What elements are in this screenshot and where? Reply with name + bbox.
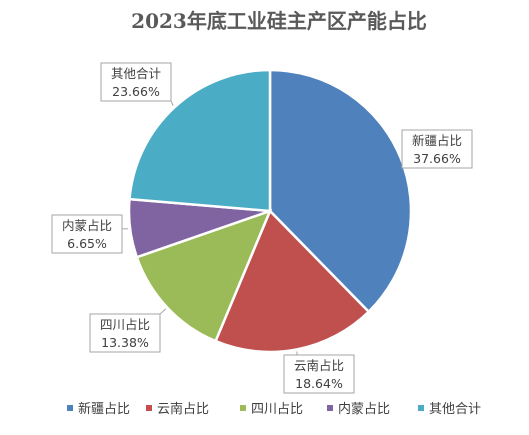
data-label-box-2 [89,313,161,353]
legend-label-4: 其他合计 [429,402,481,417]
data-label-name-1: 云南占比 [294,358,344,373]
data-label-value-1: 18.64% [295,376,343,391]
legend-label-2: 四川占比 [251,402,303,417]
pie-slices [127,68,413,354]
data-label-name-0: 新疆占比 [412,133,462,148]
data-label-box-3 [51,214,123,254]
data-label-value-3: 6.65% [67,236,107,251]
data-label-name-2: 四川占比 [100,317,150,332]
data-label-value-4: 23.66% [112,84,160,99]
pie-slice-2 [135,208,273,343]
data-label-value-2: 13.38% [101,335,149,350]
legend-swatch-1 [146,405,152,411]
data-label-name-3: 内蒙占比 [62,218,112,233]
data-label-value-0: 37.66% [413,151,461,166]
pie-slice-1 [213,208,371,354]
data-labels: 新疆占比 37.66% 云南占比 18.64% 四川占比 13.38% 内蒙占比 6.65% 其… [51,62,473,394]
leader-line-2 [159,308,167,315]
data-label-box-1 [283,354,355,394]
chart-title: 2023年底工业硅主产区产能占比 [131,9,427,33]
legend-label-0: 新疆占比 [78,401,130,417]
legend-label-1: 云南占比 [157,401,209,417]
pie-slice-4 [128,68,272,213]
pie-slice-0 [268,68,413,314]
data-label-box-4 [100,62,172,102]
data-label-name-4: 其他合计 [111,66,161,81]
data-label-box-0 [401,129,473,169]
legend: 新疆占比 云南占比 四川占比 内蒙占比 其他合计 [67,401,481,417]
legend-swatch-2 [240,405,246,411]
legend-swatch-3 [327,405,333,411]
leader-line-4 [170,100,174,106]
legend-swatch-4 [418,405,424,411]
legend-swatch-0 [67,405,73,411]
legend-label-3: 内蒙占比 [338,401,390,417]
